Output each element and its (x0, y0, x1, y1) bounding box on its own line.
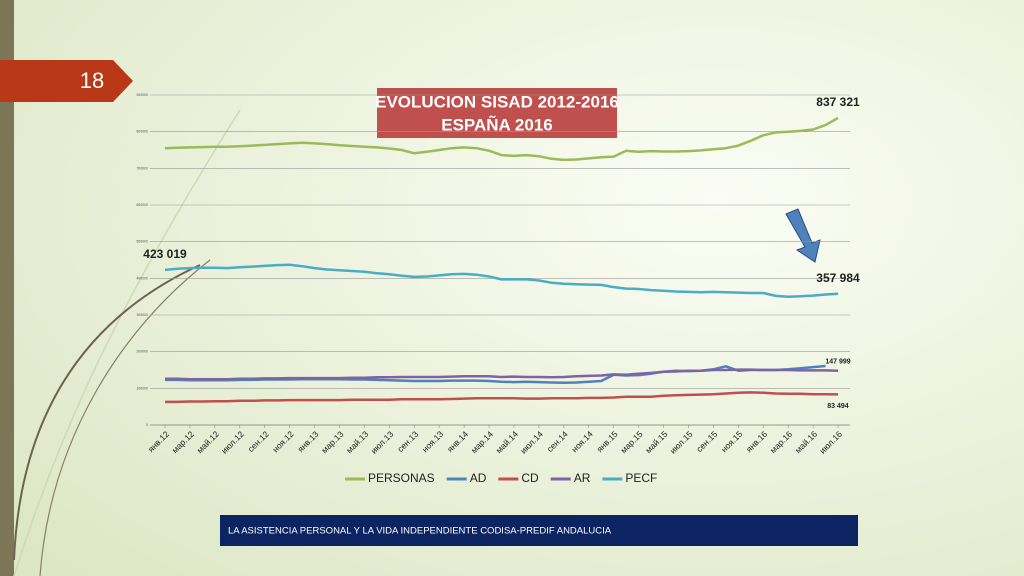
legend-label: PERSONAS (368, 471, 435, 485)
data-label: 357 984 (816, 271, 860, 285)
chart-title: ESPAÑA 2016 (441, 114, 553, 134)
legend-label: AD (470, 471, 487, 485)
y-tick-label: 600000 (136, 203, 148, 207)
chart-title: EVOLUCION SISAD 2012-2016 (375, 92, 619, 111)
data-label: 83 494 (827, 403, 849, 410)
arrow-icon (785, 208, 821, 263)
legend-label: AR (574, 471, 591, 485)
footer-text: LA ASISTENCIA PERSONAL Y LA VIDA INDEPEN… (228, 526, 612, 537)
y-tick-label: 500000 (136, 240, 148, 244)
legend-label: PECF (625, 471, 657, 485)
y-tick-label: 200000 (136, 350, 148, 354)
title-box (377, 88, 617, 138)
decor-curve (13, 109, 241, 576)
y-tick-label: 400000 (136, 276, 148, 280)
slide-number: 18 (80, 68, 104, 93)
decor-curve (39, 259, 211, 576)
decor-curve (13, 264, 201, 561)
side-bar (0, 0, 14, 576)
y-tick-label: 100000 (136, 386, 148, 390)
y-tick-label: 0 (146, 423, 148, 427)
series-line (164, 263, 839, 298)
legend-label: CD (521, 471, 539, 485)
data-label: 423 019 (143, 247, 187, 261)
footer-bar (220, 515, 858, 546)
y-tick-label: 300000 (136, 313, 148, 317)
data-label: 837 321 (816, 95, 860, 109)
series-line (165, 391, 839, 404)
series-line (165, 368, 839, 381)
series-line (164, 116, 839, 162)
slide-number-tab (0, 60, 133, 102)
y-tick-label: 700000 (136, 166, 148, 170)
y-tick-label: 900000 (136, 93, 148, 97)
data-label: 147 999 (825, 359, 850, 366)
y-tick-label: 800000 (136, 130, 148, 134)
